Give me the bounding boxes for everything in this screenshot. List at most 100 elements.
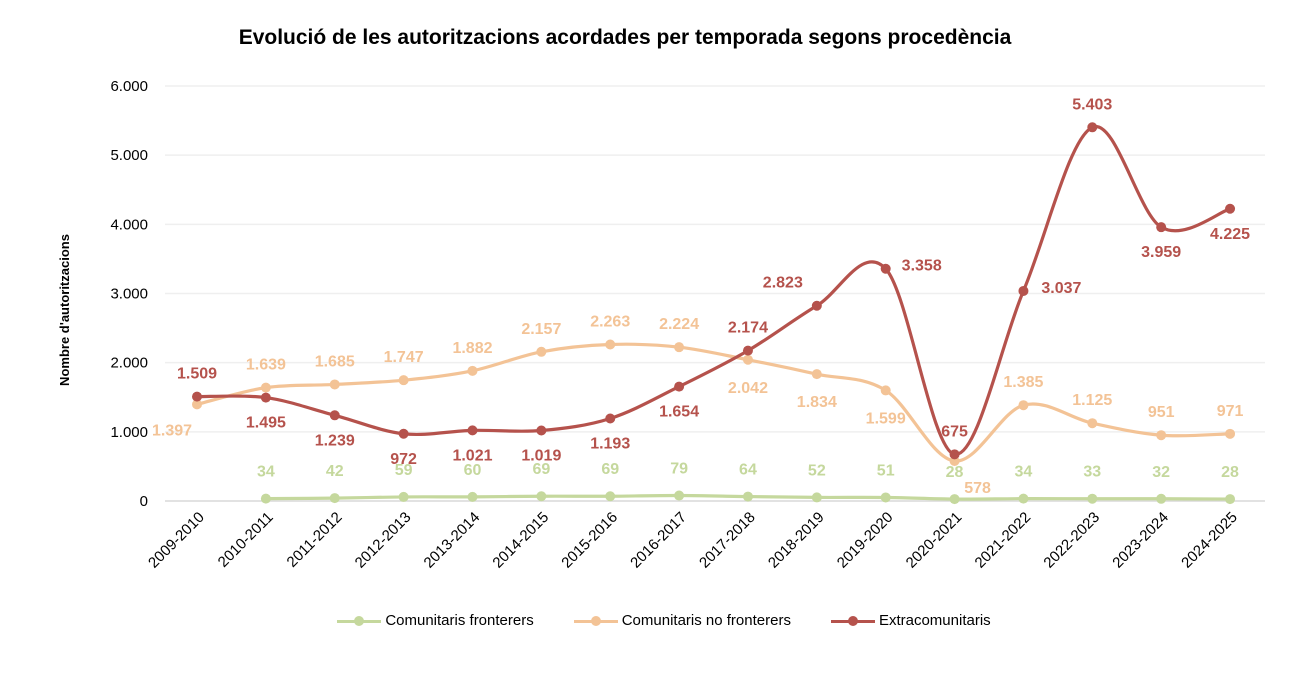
data-label: 1.639 xyxy=(246,357,286,374)
data-label: 52 xyxy=(808,462,826,479)
data-label: 1.495 xyxy=(246,415,286,432)
y-tick-label: 1.000 xyxy=(110,424,148,441)
data-point xyxy=(398,375,409,386)
series-0: 34 42 59 60 69 69 79 64 52 51 28 34 33 32 28 xyxy=(257,461,1239,505)
data-point xyxy=(1018,493,1029,504)
x-tick-label: 2019-2020 xyxy=(834,509,897,572)
data-point xyxy=(949,449,960,460)
x-tick-label: 2011-2012 xyxy=(284,509,346,571)
data-point xyxy=(811,492,822,503)
y-tick-label: 0 xyxy=(140,493,148,510)
data-label: 1.125 xyxy=(1072,392,1112,409)
data-label: 69 xyxy=(532,461,550,478)
data-label: 3.959 xyxy=(1141,244,1181,261)
chart-title: Evolució de les autoritzacions acordades… xyxy=(238,26,1012,49)
series-line xyxy=(196,342,1231,463)
data-label: 79 xyxy=(670,461,688,478)
data-label: 2.157 xyxy=(521,321,561,338)
data-point xyxy=(398,491,409,502)
x-tick-label: 2009-2010 xyxy=(145,509,208,572)
data-point xyxy=(192,391,202,402)
data-point xyxy=(1225,428,1236,439)
data-label: 2.042 xyxy=(728,380,768,397)
data-point xyxy=(398,428,409,439)
data-point xyxy=(329,379,340,390)
x-tick-label: 2014-2015 xyxy=(489,509,552,572)
data-label: 2.224 xyxy=(659,316,699,333)
x-tick-label: 2022-2023 xyxy=(1040,509,1103,572)
data-label: 1.193 xyxy=(590,435,630,452)
data-point xyxy=(605,491,616,502)
data-point xyxy=(467,425,478,436)
legend-label: Comunitaris fronterers xyxy=(385,612,534,629)
y-tick-label: 6.000 xyxy=(110,78,148,95)
data-label: 42 xyxy=(326,463,344,480)
x-tick-label: 2021-2022 xyxy=(972,509,1035,572)
data-label: 951 xyxy=(1148,404,1175,421)
data-label: 971 xyxy=(1217,403,1244,420)
data-point xyxy=(1156,430,1167,441)
data-label: 2.823 xyxy=(763,275,803,292)
data-label: 1.599 xyxy=(866,410,906,427)
data-label: 1.685 xyxy=(315,353,355,370)
x-tick-label: 2020-2021 xyxy=(903,509,966,572)
data-point xyxy=(742,345,753,356)
data-label: 64 xyxy=(739,462,757,479)
data-point xyxy=(742,354,753,365)
series-1: 1.397 1.639 1.685 1.747 1.882 2.157 2.263 2.224… xyxy=(152,313,1244,497)
data-point xyxy=(1087,493,1098,504)
data-label: 1.019 xyxy=(521,448,561,465)
data-point xyxy=(880,385,891,396)
data-point xyxy=(192,399,202,410)
data-label: 1.882 xyxy=(452,340,492,357)
data-point xyxy=(674,342,685,353)
data-label: 1.385 xyxy=(1003,374,1043,391)
data-label: 1.834 xyxy=(797,394,837,411)
legend-label: Extracomunitaris xyxy=(878,612,991,629)
data-point xyxy=(674,490,685,501)
x-tick-label: 2015-2016 xyxy=(558,509,621,572)
x-tick-label: 2010-2011 xyxy=(215,509,277,571)
data-point xyxy=(1018,285,1029,296)
x-tick-label: 2018-2019 xyxy=(765,509,828,572)
data-point xyxy=(536,346,547,357)
legend-item: Comunitaris fronterers xyxy=(337,612,534,629)
data-point xyxy=(674,381,685,392)
data-point xyxy=(742,491,753,502)
data-label: 1.397 xyxy=(152,422,192,439)
data-label: 1.239 xyxy=(315,432,355,449)
x-tick-label: 2023-2024 xyxy=(1109,509,1172,572)
data-label: 1.509 xyxy=(177,366,217,383)
data-label: 51 xyxy=(877,462,895,479)
y-tick-label: 3.000 xyxy=(110,286,148,303)
data-label: 4.225 xyxy=(1210,226,1250,243)
legend-marker xyxy=(337,615,382,627)
data-label: 28 xyxy=(1221,464,1239,481)
data-label: 972 xyxy=(390,451,417,468)
data-point xyxy=(811,300,822,311)
data-label: 34 xyxy=(257,464,275,481)
y-tick-label: 2.000 xyxy=(110,355,148,372)
data-point xyxy=(536,425,547,436)
data-label: 69 xyxy=(601,461,619,478)
data-point xyxy=(1018,400,1029,411)
data-point xyxy=(1087,122,1098,133)
data-point xyxy=(880,263,891,274)
x-tick-label: 2016-2017 xyxy=(627,509,690,572)
data-point xyxy=(880,492,891,503)
data-point xyxy=(605,413,616,424)
data-point xyxy=(329,493,340,504)
data-label: 675 xyxy=(941,423,968,440)
data-point xyxy=(949,494,960,505)
series-2: 1.509 1.495 1.239 972 1.021 1.019 1.193 1.654 2.… xyxy=(177,96,1250,467)
data-label: 5.403 xyxy=(1072,96,1112,113)
data-label: 578 xyxy=(964,480,991,497)
y-tick-label: 5.000 xyxy=(110,147,148,164)
data-point xyxy=(467,365,478,376)
x-tick-label: 2024-2025 xyxy=(1178,509,1241,572)
data-point xyxy=(811,369,822,380)
x-tick-label: 2012-2013 xyxy=(352,509,415,572)
legend-item: Comunitaris no fronterers xyxy=(573,612,791,629)
data-label: 1.654 xyxy=(659,404,699,421)
